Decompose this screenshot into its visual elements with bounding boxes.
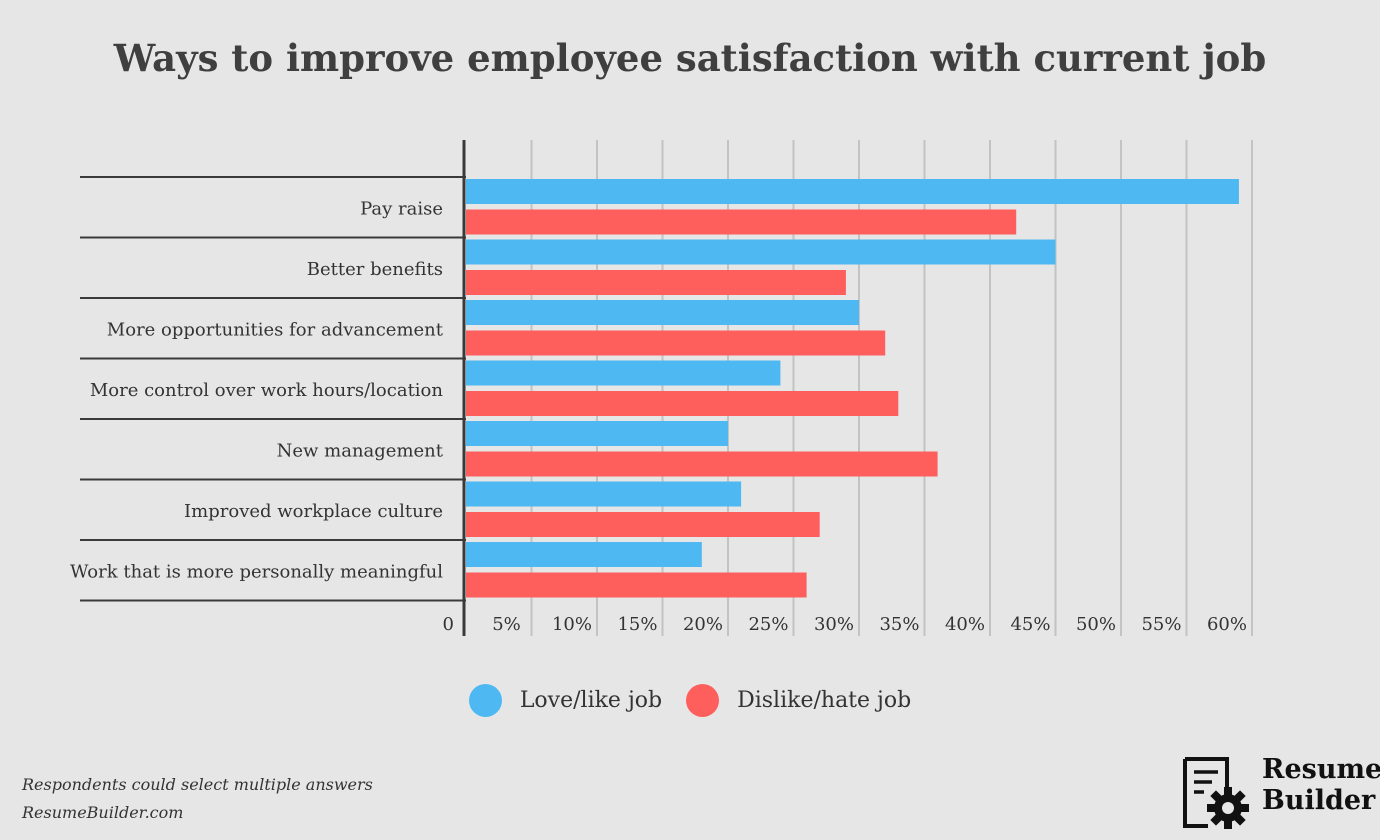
x-tick-label: 30% xyxy=(814,614,854,635)
category-label: Improved workplace culture xyxy=(184,501,443,522)
bar-love-like xyxy=(466,239,1056,265)
x-tick-label: 35% xyxy=(879,614,919,635)
logo-wordmark: Resume Builder xyxy=(1262,754,1380,816)
footnote-source: ResumeBuilder.com xyxy=(22,803,184,822)
category-label: More control over work hours/location xyxy=(90,380,444,401)
legend-swatch-love xyxy=(468,684,502,717)
bar-love-like xyxy=(466,542,702,567)
x-tick-label: 60% xyxy=(1207,614,1247,635)
bar-dislike-hate xyxy=(466,572,807,598)
category-separators xyxy=(80,176,466,602)
x-tick-label: 45% xyxy=(1010,614,1050,635)
chart-title: Ways to improve employee satisfaction wi… xyxy=(113,36,1267,80)
footnote-note: Respondents could select multiple answer… xyxy=(22,775,373,794)
legend-label-love: Love/like job xyxy=(519,688,663,713)
legend-item-love: Love/like job xyxy=(468,684,663,717)
bar-dislike-hate xyxy=(466,512,820,537)
legend-swatch-dislike xyxy=(686,684,720,717)
bar-love-like xyxy=(466,360,781,386)
x-tick-label: 20% xyxy=(683,614,723,635)
x-axis-ticks: 0 5% 10% 15% 20% 25% 30% 35% 40% 45% 50% 55% 60% xyxy=(443,614,1247,635)
bar-dislike-hate xyxy=(466,330,886,356)
bar-love-like xyxy=(466,300,859,325)
category-label: Work that is more personally meaningful xyxy=(70,561,443,582)
x-tick-label: 40% xyxy=(945,614,985,635)
category-label: Better benefits xyxy=(307,259,443,280)
x-tick-label: 50% xyxy=(1076,614,1116,635)
x-tick-label: 55% xyxy=(1141,614,1181,635)
category-labels: Pay raise Better benefits More opportuniti… xyxy=(70,198,444,582)
x-tick-label: 0 xyxy=(443,614,454,635)
category-label: Pay raise xyxy=(360,198,443,219)
legend: Love/like job Dislike/hate job xyxy=(0,684,1380,717)
bar-dislike-hate xyxy=(466,391,899,416)
x-tick-label: 15% xyxy=(617,614,657,635)
resume-builder-logo: Resume Builder xyxy=(1182,754,1380,830)
logo-line-2: Builder xyxy=(1262,785,1376,816)
x-tick-label: 5% xyxy=(492,614,521,635)
x-tick-label: 10% xyxy=(552,614,592,635)
legend-label-dislike: Dislike/hate job xyxy=(737,688,912,713)
logo-line-1: Resume xyxy=(1262,754,1380,785)
category-label: More opportunities for advancement xyxy=(107,319,444,340)
category-label: New management xyxy=(277,440,444,461)
bar-dislike-hate xyxy=(466,209,1017,235)
x-tick-label: 25% xyxy=(748,614,788,635)
bar-love-like xyxy=(466,481,742,507)
document-gear-icon xyxy=(1183,757,1249,829)
bar-love-like xyxy=(466,179,1239,204)
bars xyxy=(466,179,1239,598)
bar-dislike-hate xyxy=(466,270,846,295)
bar-love-like xyxy=(466,421,728,446)
bar-dislike-hate xyxy=(466,451,938,477)
legend-item-dislike: Dislike/hate job xyxy=(686,684,911,717)
